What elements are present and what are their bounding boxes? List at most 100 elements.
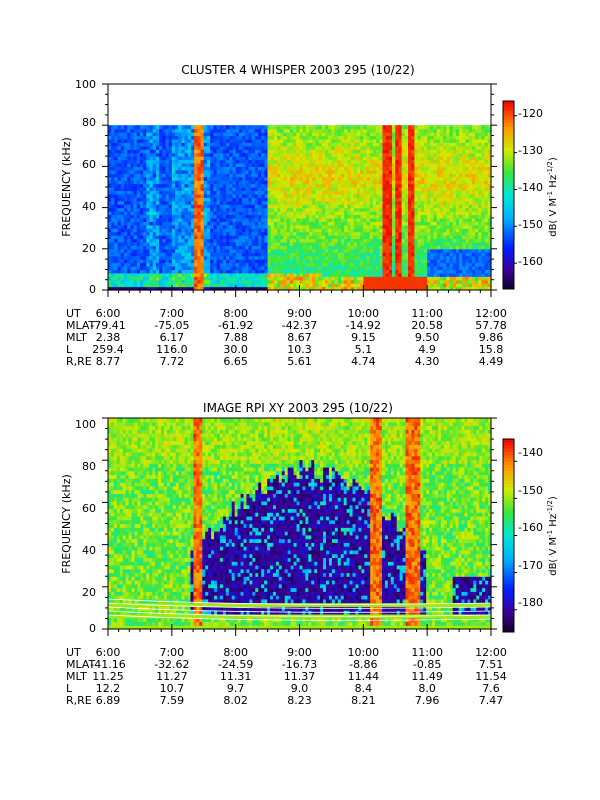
spectrogram-cell xyxy=(178,252,183,257)
spectrogram-cell xyxy=(273,276,278,281)
spectrogram-cell xyxy=(175,221,179,226)
spectrogram-cell xyxy=(155,193,160,198)
spectrogram-cell xyxy=(261,217,265,222)
spectrogram-cell xyxy=(127,200,131,205)
spectrogram-cell xyxy=(181,272,186,277)
spectrogram-cell xyxy=(117,135,122,140)
spectrogram-cell xyxy=(120,221,125,226)
spectrogram-cell xyxy=(139,211,144,216)
spectrogram-cell xyxy=(152,221,157,226)
spectrogram-cell xyxy=(219,248,224,253)
spectrogram-cell xyxy=(194,265,198,270)
spectrogram-cell xyxy=(155,204,160,209)
spectrogram-cell xyxy=(155,231,160,236)
spectrogram-cell xyxy=(273,145,278,150)
spectrogram-cell xyxy=(258,269,262,274)
spectrogram-cell xyxy=(171,169,176,174)
spectrogram-cell xyxy=(238,221,243,226)
spectrogram-cell xyxy=(261,235,265,240)
spectrogram-cell xyxy=(108,169,112,174)
spectrogram-cell xyxy=(242,176,246,181)
spectrogram-cell xyxy=(181,125,186,130)
spectrogram-cell xyxy=(162,128,167,133)
spectrogram-cell xyxy=(267,166,272,171)
spectrogram-cell xyxy=(229,128,234,133)
spectrogram-cell xyxy=(136,135,141,140)
spectrogram-cell xyxy=(143,149,147,154)
spectrogram-cell xyxy=(248,128,253,133)
spectrogram-cell xyxy=(149,200,154,205)
spectrogram-cell xyxy=(264,132,269,137)
spectrogram-cell xyxy=(178,279,183,284)
spectrogram-cell xyxy=(162,183,167,188)
spectrogram-cell xyxy=(235,138,240,143)
spectrogram-cell xyxy=(178,145,183,150)
spectrogram-cell xyxy=(171,193,176,198)
spectrogram-cell xyxy=(197,211,202,216)
spectrogram-cell xyxy=(229,142,234,147)
spectrogram-cell xyxy=(149,228,154,233)
spectrogram-cell xyxy=(238,269,243,274)
spectrogram-cell xyxy=(245,200,250,205)
spectrogram-cell xyxy=(264,265,269,270)
spectrogram-cell xyxy=(159,265,163,270)
spectrogram-cell xyxy=(149,183,154,188)
spectrogram-cell xyxy=(213,162,218,167)
spectrogram-cell xyxy=(139,217,144,222)
spectrogram-cell xyxy=(203,149,208,154)
spectrogram-cell xyxy=(181,238,186,243)
spectrogram-cell xyxy=(210,283,214,288)
spectrogram-cell xyxy=(197,149,202,154)
spectrogram-cell xyxy=(194,272,198,277)
spectrogram-cell xyxy=(206,286,211,291)
spectrogram-cell xyxy=(146,252,151,257)
spectrogram-cell xyxy=(133,128,138,133)
spectrogram-cell xyxy=(152,183,157,188)
spectrogram-cell xyxy=(171,283,176,288)
spectrogram-cell xyxy=(162,180,167,185)
spectrogram-cell xyxy=(258,166,262,171)
spectrogram-cell xyxy=(143,125,147,130)
spectrogram-cell xyxy=(162,197,167,202)
spectrogram-cell xyxy=(136,217,141,222)
spectrogram-cell xyxy=(267,162,272,167)
spectrogram-cell xyxy=(165,224,170,229)
spectrogram-cell xyxy=(254,176,259,181)
spectrogram-cell xyxy=(136,241,141,246)
spectrogram-cell xyxy=(258,135,262,140)
spectrogram-cell xyxy=(194,248,198,253)
spectrogram-cell xyxy=(197,221,202,226)
spectrogram-cell xyxy=(117,279,122,284)
spectrogram-cell xyxy=(197,156,202,161)
spectrogram-cell xyxy=(162,149,167,154)
spectrogram-cell xyxy=(114,149,119,154)
spectrogram-cell xyxy=(242,245,246,250)
spectrogram-cell xyxy=(222,221,227,226)
spectrogram-cell xyxy=(194,238,198,243)
spectrogram-cell xyxy=(242,214,246,219)
spectrogram-cell xyxy=(168,156,173,161)
spectrogram-cell xyxy=(232,217,237,222)
spectrogram-cell xyxy=(143,217,147,222)
spectrogram-cell xyxy=(203,176,208,181)
spectrogram-cell xyxy=(206,217,211,222)
spectrogram-cell xyxy=(261,283,265,288)
spectrogram-cell xyxy=(187,248,192,253)
spectrogram-cell xyxy=(159,187,163,192)
spectrogram-cell xyxy=(146,176,151,181)
spectrogram-cell xyxy=(229,255,234,260)
spectrogram-cell xyxy=(254,276,259,281)
spectrogram-cell xyxy=(248,245,253,250)
spectrogram-cell xyxy=(248,132,253,137)
spectrogram-cell xyxy=(222,135,227,140)
spectrogram-cell xyxy=(117,125,122,130)
spectrogram-cell xyxy=(168,180,173,185)
spectrogram-cell xyxy=(165,255,170,260)
spectrogram-cell xyxy=(178,286,183,291)
spectrogram-cell xyxy=(216,224,221,229)
spectrogram-cell xyxy=(232,162,237,167)
spectrogram-cell xyxy=(130,207,135,212)
spectrogram-cell xyxy=(178,149,183,154)
spectrogram-cell xyxy=(111,221,115,226)
spectrogram-cell xyxy=(226,259,230,264)
